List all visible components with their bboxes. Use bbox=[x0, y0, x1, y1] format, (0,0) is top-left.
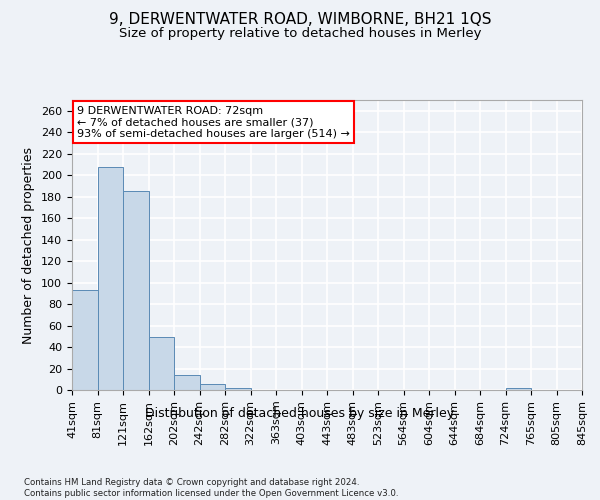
Bar bbox=[199, 384, 225, 390]
Text: Contains HM Land Registry data © Crown copyright and database right 2024.
Contai: Contains HM Land Registry data © Crown c… bbox=[24, 478, 398, 498]
Text: 9 DERWENTWATER ROAD: 72sqm
← 7% of detached houses are smaller (37)
93% of semi-: 9 DERWENTWATER ROAD: 72sqm ← 7% of detac… bbox=[77, 106, 350, 139]
Bar bbox=[123, 192, 149, 390]
Text: Distribution of detached houses by size in Merley: Distribution of detached houses by size … bbox=[145, 408, 455, 420]
Bar bbox=[72, 290, 97, 390]
Y-axis label: Number of detached properties: Number of detached properties bbox=[22, 146, 35, 344]
Bar bbox=[174, 375, 199, 390]
Bar bbox=[225, 388, 251, 390]
Bar bbox=[97, 166, 123, 390]
Text: 9, DERWENTWATER ROAD, WIMBORNE, BH21 1QS: 9, DERWENTWATER ROAD, WIMBORNE, BH21 1QS bbox=[109, 12, 491, 28]
Text: Size of property relative to detached houses in Merley: Size of property relative to detached ho… bbox=[119, 28, 481, 40]
Bar bbox=[149, 338, 174, 390]
Bar bbox=[505, 388, 531, 390]
